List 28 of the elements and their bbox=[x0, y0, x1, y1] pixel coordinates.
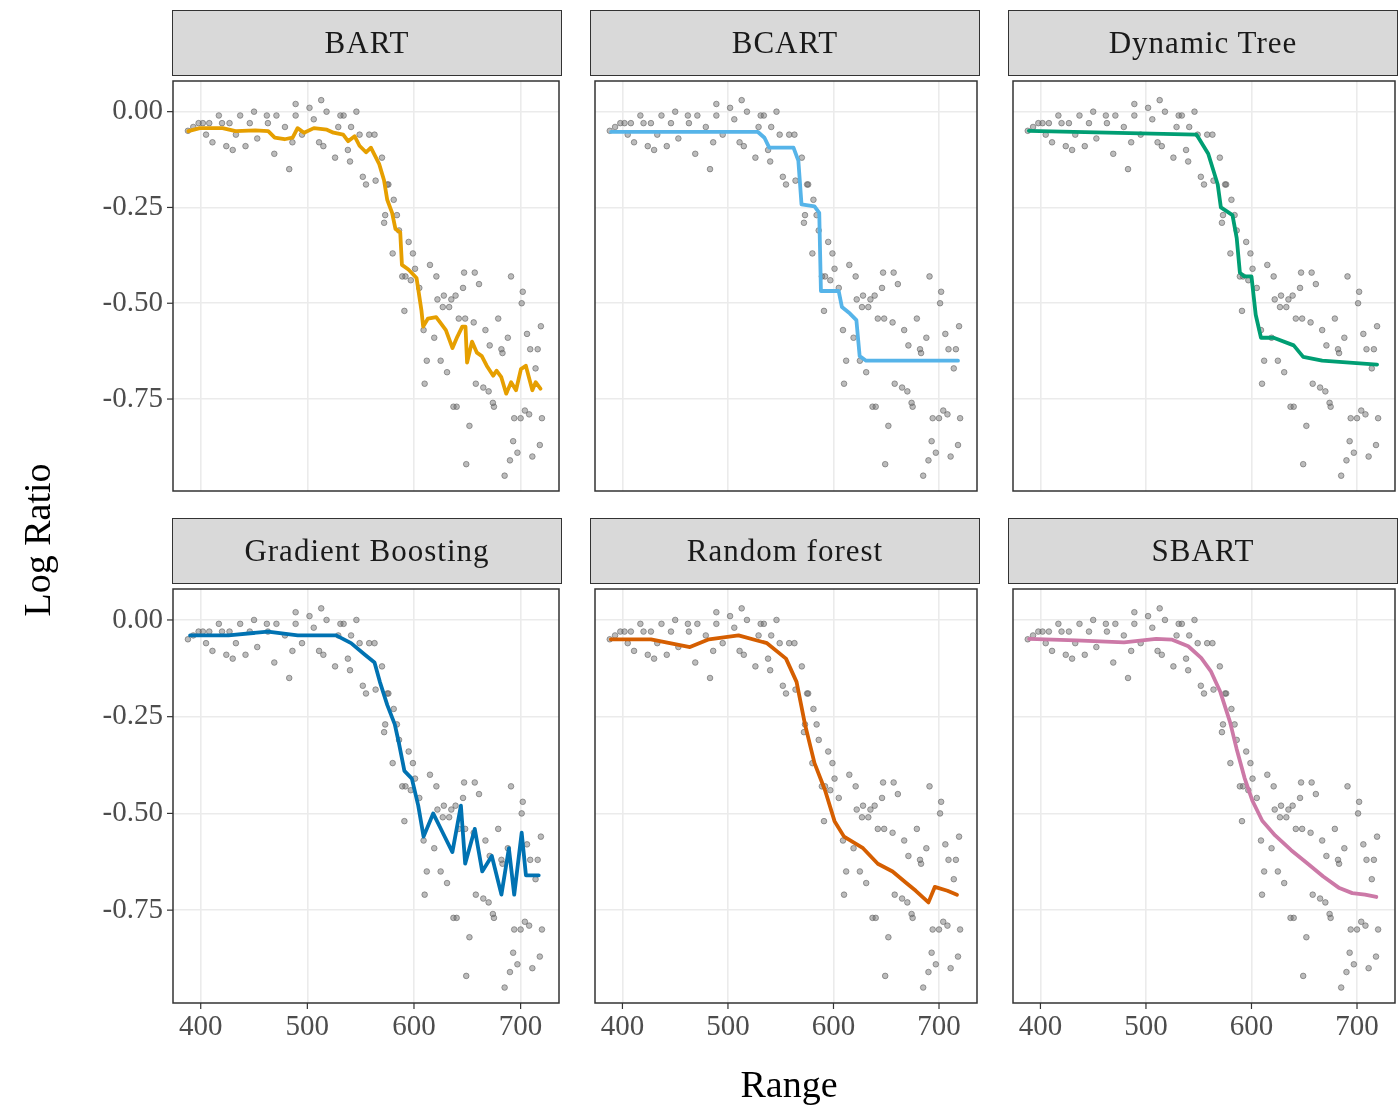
x-tick-label: 400 bbox=[1018, 1009, 1063, 1042]
x-tick-label: 400 bbox=[600, 1009, 645, 1042]
chart-title: SBART bbox=[1008, 518, 1398, 584]
chart-title: Dynamic Tree bbox=[1008, 10, 1398, 76]
x-axis-title: Range bbox=[740, 1062, 838, 1106]
y-tick-label: 0.00 bbox=[112, 601, 163, 634]
y-tick-label: -0.75 bbox=[102, 891, 163, 924]
x-tick-label: 600 bbox=[392, 1009, 436, 1042]
y-tick-label: -0.25 bbox=[102, 698, 163, 731]
x-tick-label: 400 bbox=[178, 1009, 223, 1042]
chart-title: BCART bbox=[590, 10, 980, 76]
x-tick-label: 500 bbox=[1124, 1009, 1168, 1042]
x-tick-label: 700 bbox=[498, 1009, 543, 1042]
x-tick-label: 500 bbox=[285, 1009, 330, 1042]
y-tick-label: -0.50 bbox=[102, 795, 163, 828]
x-tick-label: 600 bbox=[811, 1009, 856, 1042]
y-tick-label: -0.50 bbox=[102, 284, 163, 317]
x-tick-label: 500 bbox=[706, 1009, 750, 1042]
x-tick-label: 700 bbox=[1335, 1009, 1379, 1042]
x-tick-label: 700 bbox=[917, 1009, 961, 1042]
y-axis-title: Log Ratio bbox=[14, 463, 59, 617]
x-tick-label: 600 bbox=[1229, 1009, 1274, 1042]
y-tick-label: 0.00 bbox=[112, 93, 163, 126]
y-tick-label: -0.75 bbox=[102, 380, 163, 413]
y-tick-label: -0.25 bbox=[102, 189, 163, 222]
chart-title: BART bbox=[172, 10, 562, 76]
chart-title: Gradient Boosting bbox=[172, 518, 562, 584]
chart-title: Random forest bbox=[590, 518, 980, 584]
